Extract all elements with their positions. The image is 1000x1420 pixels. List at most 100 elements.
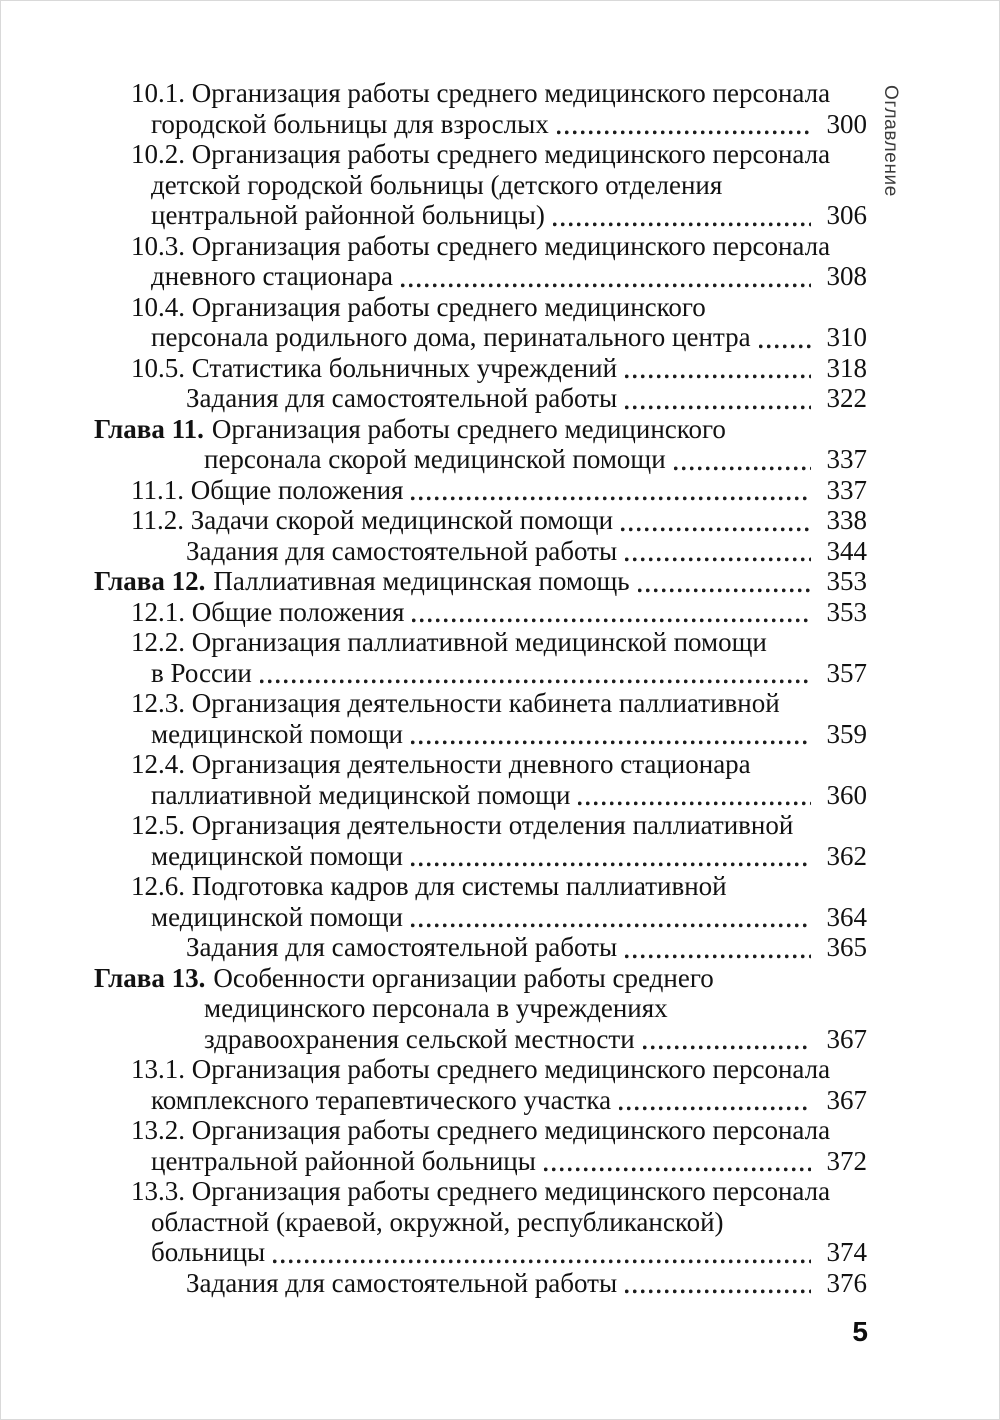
toc-line: 11.1. Общие положения 337 xyxy=(1,475,867,506)
toc-entry-text: 10.1. Организация работы среднего медици… xyxy=(131,78,831,108)
toc-entry-text: городской больницы для взрослых xyxy=(151,108,549,139)
toc-entry-text: 11.1. Общие положения xyxy=(131,474,404,505)
toc-entry-text: Задания для самостоятельной работы xyxy=(186,1267,618,1298)
toc-entry-text: 10.4. Организация работы среднего медици… xyxy=(131,291,706,322)
toc-entry-text: медицинской помощи xyxy=(151,718,403,749)
toc-page-number: 344 xyxy=(826,535,868,566)
toc-line: 13.2. Организация работы среднего медици… xyxy=(1,1115,867,1146)
toc-line: комплексного терапевтического участка 367 xyxy=(1,1085,867,1116)
toc-page-number: 318 xyxy=(826,352,868,383)
toc-page-number: 300 xyxy=(826,108,868,139)
table-of-contents: 10.1. Организация работы среднего медици… xyxy=(1,78,867,1298)
toc-entry-text: 10.5. Статистика больничных учреждений xyxy=(131,352,618,383)
toc-line: медицинской помощи 362 xyxy=(1,841,867,872)
dot-leader xyxy=(625,373,811,379)
toc-page-number: 372 xyxy=(826,1145,868,1176)
toc-line: 10.2. Организация работы среднего медици… xyxy=(1,139,867,170)
toc-entry-text: 12.6. Подготовка кадров для системы палл… xyxy=(131,871,727,901)
toc-line: 12.3. Организация деятельности кабинета … xyxy=(1,688,867,719)
toc-line: здравоохранения сельской местности 367 xyxy=(1,1024,867,1055)
toc-line: 13.3. Организация работы среднего медици… xyxy=(1,1176,867,1207)
toc-page-number: 308 xyxy=(826,261,868,291)
toc-line: 10.3. Организация работы среднего медици… xyxy=(1,231,867,262)
toc-line: дневного стационара 308 xyxy=(1,261,867,292)
toc-line: 10.5. Статистика больничных учреждений 31… xyxy=(1,353,867,384)
chapter-label: Глава 13. xyxy=(94,962,206,993)
toc-page-number: 322 xyxy=(826,383,868,413)
toc-page-number: 364 xyxy=(826,901,868,932)
toc-line: 10.4. Организация работы среднего медици… xyxy=(1,292,867,323)
toc-line: областной (краевой, окружной, республика… xyxy=(1,1207,867,1238)
toc-line: 10.1. Организация работы среднего медици… xyxy=(1,78,867,109)
toc-entry-text: 12.3. Организация деятельности кабинета … xyxy=(131,688,780,718)
toc-line: центральной районной больницы) 306 xyxy=(1,200,867,231)
toc-entry-text: Задания для самостоятельной работы xyxy=(186,932,618,962)
toc-line: 11.2. Задачи скорой медицинской помощи 33… xyxy=(1,505,867,536)
toc-entry-text: Паллиативная медицинская помощь xyxy=(213,566,630,596)
dot-leader xyxy=(578,800,811,806)
toc-page-number: 353 xyxy=(826,596,868,627)
toc-line: 12.5. Организация деятельности отделения… xyxy=(1,810,867,841)
toc-entry-text: 12.2. Организация паллиативной медицинск… xyxy=(131,627,767,657)
toc-line: 12.4. Организация деятельности дневного … xyxy=(1,749,867,780)
toc-entry-text: 13.2. Организация работы среднего медици… xyxy=(131,1115,831,1145)
toc-entry-text: паллиативной медицинской помощи xyxy=(151,779,571,810)
dot-leader xyxy=(556,129,811,135)
dot-leader xyxy=(621,525,811,532)
toc-line: 12.6. Подготовка кадров для системы палл… xyxy=(1,871,867,902)
toc-line: паллиативной медицинской помощи 360 xyxy=(1,780,867,811)
dot-leader xyxy=(412,617,811,623)
toc-entry-text: медицинского персонала в учреждениях xyxy=(204,993,668,1023)
toc-line: городской больницы для взрослых 300 xyxy=(1,109,867,140)
toc-page-number: 374 xyxy=(826,1237,868,1267)
toc-entry-text: областной (краевой, окружной, республика… xyxy=(151,1206,724,1237)
dot-leader xyxy=(625,1288,811,1294)
toc-page-number: 376 xyxy=(826,1267,868,1298)
toc-entry-text: 12.4. Организация деятельности дневного … xyxy=(131,749,751,779)
toc-page-number: 306 xyxy=(826,200,868,230)
toc-page-number: 353 xyxy=(826,566,868,596)
toc-entry-text: центральной районной больницы) xyxy=(151,200,545,230)
toc-entry-text: дневного стационара xyxy=(151,261,393,291)
toc-entry-text: 10.3. Организация работы среднего медици… xyxy=(131,230,831,261)
toc-page-number: 362 xyxy=(826,840,868,871)
toc-entry-text: 13.3. Организация работы среднего медици… xyxy=(131,1176,831,1206)
dot-leader xyxy=(625,403,811,410)
toc-entry-text: медицинской помощи xyxy=(151,840,403,871)
toc-entry-text: комплексного терапевтического участка xyxy=(151,1084,612,1115)
dot-leader xyxy=(410,739,811,745)
toc-line: медицинской помощи 359 xyxy=(1,719,867,750)
toc-entry-text: 12.5. Организация деятельности отделения… xyxy=(131,810,794,840)
toc-entry-text: персонала родильного дома, перинатальног… xyxy=(151,322,751,352)
dot-leader xyxy=(273,1257,811,1264)
dot-leader xyxy=(642,1044,811,1050)
toc-entry-text: медицинской помощи xyxy=(151,901,403,932)
toc-line: медицинского персонала в учреждениях xyxy=(1,993,867,1024)
toc-page-number: 365 xyxy=(826,932,868,962)
toc-line: Глава 11. Организация работы среднего мед… xyxy=(1,414,867,445)
toc-line: в России 357 xyxy=(1,658,867,689)
dot-leader xyxy=(543,1166,811,1172)
toc-line: центральной районной больницы 372 xyxy=(1,1146,867,1177)
toc-page-number: 367 xyxy=(826,1023,868,1054)
toc-page-number: 359 xyxy=(826,718,868,749)
chapter-label: Глава 12. xyxy=(94,566,206,596)
toc-line: 13.1. Организация работы среднего медици… xyxy=(1,1054,867,1085)
dot-leader xyxy=(410,861,811,867)
toc-page-number: 310 xyxy=(826,322,868,352)
toc-entry-text: здравоохранения сельской местности xyxy=(204,1023,635,1054)
dot-leader xyxy=(410,922,811,928)
dot-leader xyxy=(673,464,811,471)
dot-leader xyxy=(625,556,811,562)
toc-line: больницы 374 xyxy=(1,1237,867,1268)
toc-line: медицинской помощи 364 xyxy=(1,902,867,933)
dot-leader xyxy=(758,342,811,349)
toc-entry-text: 12.1. Общие положения xyxy=(131,596,405,627)
toc-page-number: 337 xyxy=(826,444,868,474)
dot-leader xyxy=(619,1105,811,1111)
toc-entry-text: персонала скорой медицинской помощи xyxy=(204,444,666,474)
dot-leader xyxy=(411,495,811,501)
toc-page-number: 367 xyxy=(826,1084,868,1115)
page-number-folio: 5 xyxy=(852,1316,868,1347)
toc-entry-text: Особенности организации работы среднего xyxy=(213,962,714,993)
